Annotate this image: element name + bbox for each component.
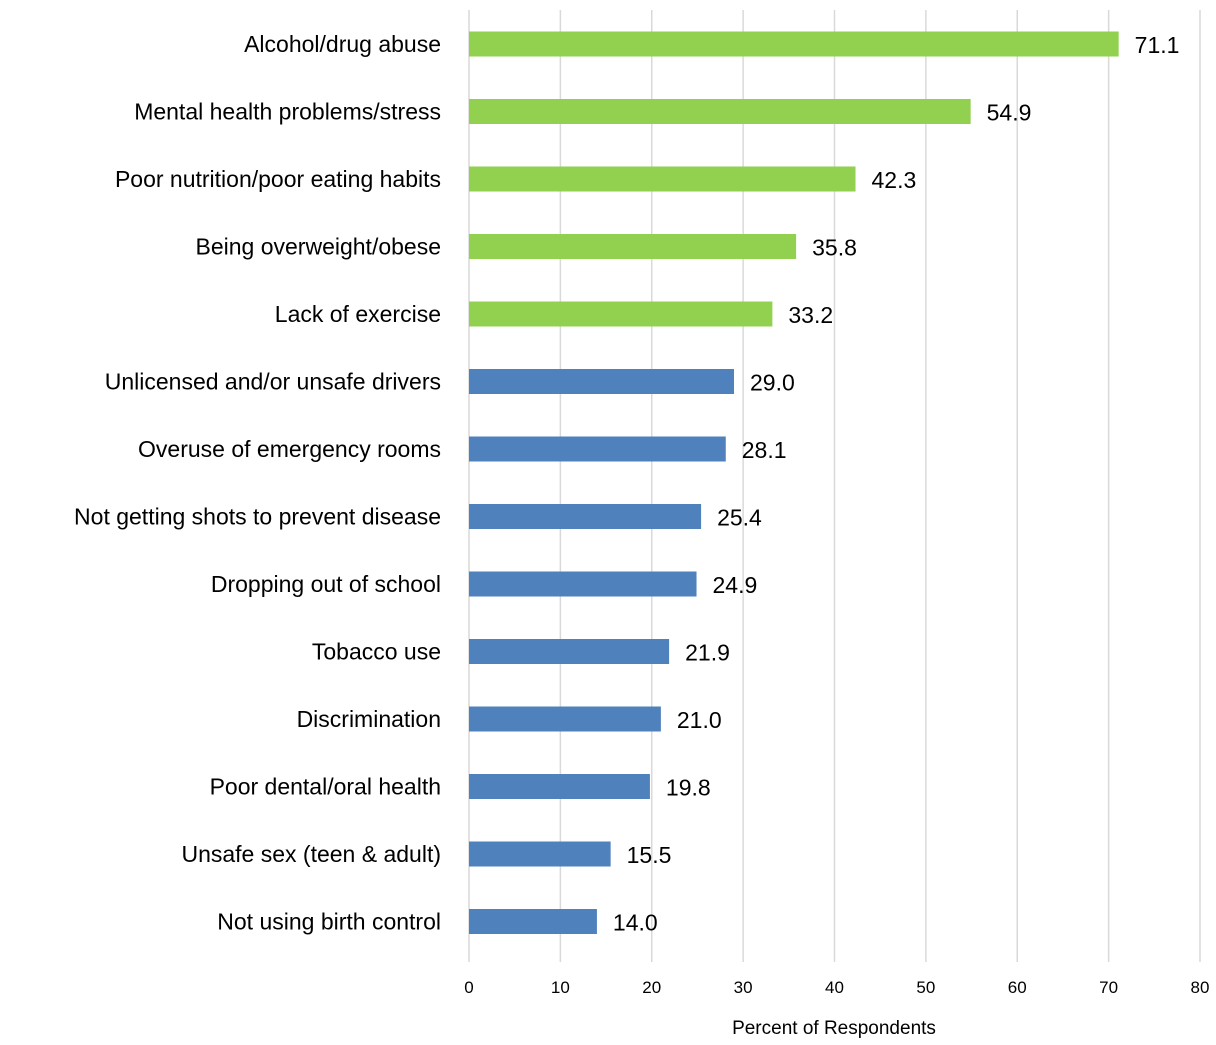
data-label: 33.2 <box>788 302 833 328</box>
x-tick-label: 50 <box>916 978 935 997</box>
data-label: 14.0 <box>613 910 658 936</box>
category-label: Discrimination <box>297 706 441 732</box>
bar <box>469 301 773 327</box>
data-label: 19.8 <box>666 775 711 801</box>
category-label: Not getting shots to prevent disease <box>74 504 441 530</box>
category-label: Lack of exercise <box>275 301 441 327</box>
bar <box>469 841 611 867</box>
category-label: Alcohol/drug abuse <box>244 31 441 57</box>
category-label: Overuse of emergency rooms <box>138 436 441 462</box>
bar <box>469 166 856 192</box>
data-label: 28.1 <box>742 437 787 463</box>
bar <box>469 436 726 462</box>
category-label: Being overweight/obese <box>196 234 442 260</box>
data-label: 35.8 <box>812 235 857 261</box>
data-label: 54.9 <box>987 100 1032 126</box>
bar <box>469 909 597 934</box>
x-tick-label: 30 <box>734 978 753 997</box>
bar <box>469 99 971 124</box>
x-tick-label: 40 <box>825 978 844 997</box>
bar <box>469 234 797 259</box>
category-label: Tobacco use <box>312 639 441 665</box>
x-tick-label: 0 <box>464 978 473 997</box>
category-labels: Alcohol/drug abuse Mental health problems… <box>74 31 441 935</box>
bar <box>469 706 661 732</box>
category-label: Unsafe sex (teen & adult) <box>181 841 441 867</box>
bar <box>469 571 697 597</box>
category-label: Poor nutrition/poor eating habits <box>115 166 441 192</box>
x-tick-label: 60 <box>1008 978 1027 997</box>
data-label: 15.5 <box>627 842 672 868</box>
data-label: 24.9 <box>713 572 758 598</box>
bar <box>469 504 702 529</box>
bar <box>469 31 1119 57</box>
category-label: Dropping out of school <box>211 571 441 597</box>
category-label: Not using birth control <box>217 909 441 935</box>
x-axis-title: Percent of Respondents <box>732 1018 936 1039</box>
gridlines <box>468 10 1201 962</box>
bar <box>469 774 650 799</box>
category-label: Poor dental/oral health <box>210 774 441 800</box>
bar <box>469 369 734 394</box>
data-label: 71.1 <box>1135 32 1180 58</box>
data-label: 25.4 <box>717 505 762 531</box>
value-labels: 71.1 54.9 42.3 35.8 33.2 29.0 28.1 25.4 24.9 21.9… <box>613 32 1180 936</box>
data-label: 29.0 <box>750 370 795 396</box>
x-tick-label: 70 <box>1099 978 1118 997</box>
x-tick-labels: 0 10 20 30 40 50 60 70 80 <box>464 978 1209 997</box>
data-label: 21.0 <box>677 707 722 733</box>
x-tick-label: 20 <box>642 978 661 997</box>
bars <box>469 31 1119 934</box>
data-label: 21.9 <box>685 640 730 666</box>
bar <box>469 639 670 664</box>
x-tick-label: 10 <box>551 978 570 997</box>
data-label: 42.3 <box>872 167 917 193</box>
category-label: Unlicensed and/or unsafe drivers <box>105 369 441 395</box>
category-label: Mental health problems/stress <box>134 99 441 125</box>
x-tick-label: 80 <box>1191 978 1210 997</box>
